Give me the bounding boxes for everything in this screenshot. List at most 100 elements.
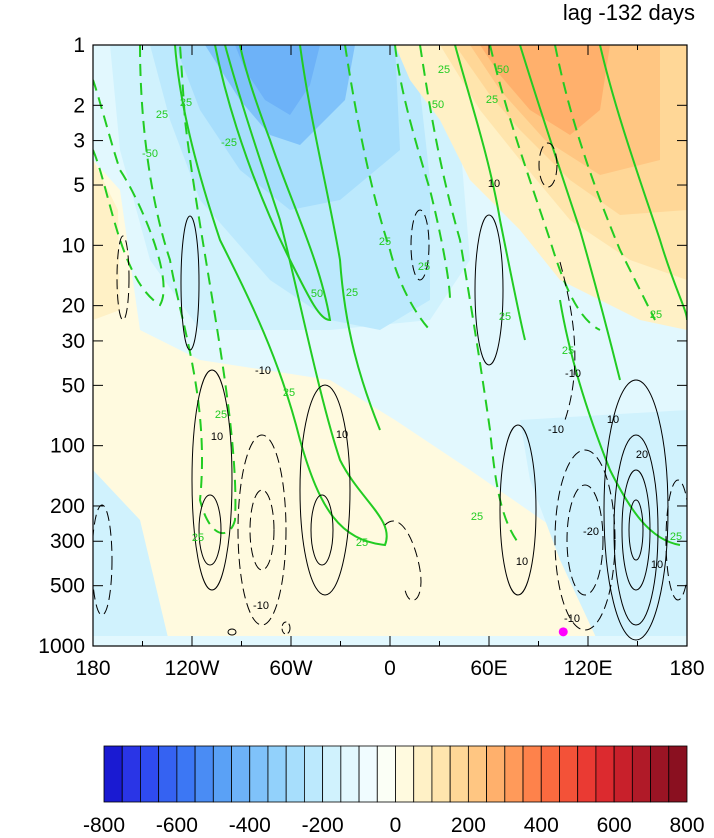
black-contour-line — [665, 479, 687, 601]
green-contour-label: 50 — [497, 64, 509, 76]
shade-neg-lowleft — [93, 470, 170, 646]
black-contour-line — [554, 449, 616, 631]
y-tick-label: 2 — [73, 94, 85, 117]
black-contour-label: -20 — [583, 526, 599, 538]
green-contour-label: 25 — [438, 64, 450, 76]
black-contour-label: 10 — [516, 556, 528, 568]
colorbar-swatch — [103, 745, 123, 803]
green-contour-label: -25 — [221, 137, 237, 149]
x-tick-label: 180 — [669, 657, 704, 680]
green-contour-line — [454, 45, 526, 341]
black-contour-label: 10 — [336, 429, 348, 441]
colorbar-swatch — [212, 745, 232, 803]
black-contour-label: 20 — [636, 449, 648, 461]
y-tick-label: 10 — [62, 234, 85, 257]
colorbar-label: 200 — [451, 814, 486, 837]
colorbar-swatch — [577, 745, 597, 803]
green-contour-line — [519, 45, 621, 381]
colorbar-swatch — [176, 745, 196, 803]
y-tick-label: 3 — [73, 130, 85, 153]
shade-neg-lowright — [520, 410, 687, 646]
colorbar-swatch — [559, 745, 579, 803]
x-tick-label: 120E — [563, 657, 612, 680]
x-tick-label: 60W — [269, 657, 312, 680]
colorbar-swatch — [285, 745, 305, 803]
black-contour-label: 10 — [651, 559, 663, 571]
green-contour-label: 25 — [486, 94, 498, 106]
black-contour-line — [249, 489, 275, 571]
green-contour-label: 25 — [156, 109, 168, 121]
colorbar-swatch — [504, 745, 524, 803]
y-tick-label: 300 — [50, 530, 85, 553]
x-tick-label: 0 — [384, 657, 396, 680]
black-contour-label: -10 — [253, 600, 269, 612]
shade-pos-left — [93, 160, 120, 320]
colorbar-swatch — [121, 745, 141, 803]
green-contour-layer — [93, 45, 687, 547]
green-contour-label: 25 — [499, 311, 511, 323]
green-contour-line — [139, 45, 237, 535]
green-contour-line — [554, 45, 656, 321]
green-contour-line — [394, 45, 451, 301]
black-contour-line — [566, 484, 604, 596]
green-contour-label: 25 — [471, 511, 483, 523]
green-contour-label: 25 — [418, 261, 430, 273]
colorbar-swatch — [413, 745, 433, 803]
colorbar: -800 -600 -400 -200 0 200 400 600 800 — [83, 745, 705, 837]
black-contour-label: 10 — [607, 414, 619, 426]
green-contour-label: 25 — [192, 532, 204, 544]
y-tick-label: 500 — [50, 575, 85, 598]
y-tick-label: 1 — [73, 34, 85, 57]
green-contour-label: 25 — [180, 97, 192, 109]
y-tick-label: 50 — [62, 374, 85, 397]
black-contour-line — [93, 504, 113, 616]
colorbar-swatch — [522, 745, 542, 803]
black-contour-line — [613, 434, 659, 626]
green-contour-line — [93, 79, 165, 307]
shade-pos-max — [480, 45, 610, 135]
colorbar-swatch — [486, 745, 506, 803]
colorbar-swatch — [249, 745, 269, 803]
black-contour-label: -10 — [255, 365, 271, 377]
green-contour-line — [599, 45, 687, 321]
black-contour-line — [499, 424, 537, 596]
black-contour-layer — [93, 142, 687, 641]
colorbar-swatch — [540, 745, 560, 803]
shade-neg-core — [235, 45, 320, 115]
black-contour-line — [180, 215, 200, 351]
black-contour-line — [281, 621, 291, 635]
black-contour-label: -10 — [548, 424, 564, 436]
colorbar-label: 800 — [669, 814, 704, 837]
colorbar-swatch — [631, 745, 651, 803]
black-contour-line — [191, 369, 233, 591]
y-tick-label: 100 — [50, 435, 85, 458]
chart-title: lag -132 days — [563, 0, 695, 25]
black-contour-line — [227, 628, 237, 636]
green-contour-line — [214, 45, 332, 322]
shade-pos-low — [93, 160, 687, 646]
colorbar-swatch — [650, 745, 670, 803]
black-contour-line — [299, 384, 351, 596]
black-contour-line — [310, 494, 334, 566]
colorbar-swatch — [194, 745, 214, 803]
colorbar-label: -800 — [83, 814, 125, 837]
black-contour-line — [410, 209, 430, 281]
green-contour-label: -50 — [142, 148, 158, 160]
green-contour-label: 50 — [311, 288, 323, 300]
black-contour-label: 10 — [488, 178, 500, 190]
colorbar-swatch — [376, 745, 396, 803]
colorbar-swatch — [668, 745, 688, 803]
green-contour-label: 25 — [670, 531, 682, 543]
colorbar-label: 0 — [390, 814, 402, 837]
green-contour-label: 25 — [356, 537, 368, 549]
colorbar-swatch — [595, 745, 615, 803]
contour-label-layer: 25 -50 -25 25 50 25 25 25 50 50 25 25 25 25 25 25 25 25 25… — [142, 64, 682, 625]
black-contour-line — [621, 469, 651, 591]
colorbar-swatch — [358, 745, 378, 803]
green-contour-label: 50 — [432, 99, 444, 111]
reference-point-marker — [558, 627, 568, 637]
black-contour-line — [559, 261, 576, 421]
y-tick-label: 5 — [73, 174, 85, 197]
colorbar-swatch — [449, 745, 469, 803]
green-contour-label: 25 — [283, 387, 295, 399]
